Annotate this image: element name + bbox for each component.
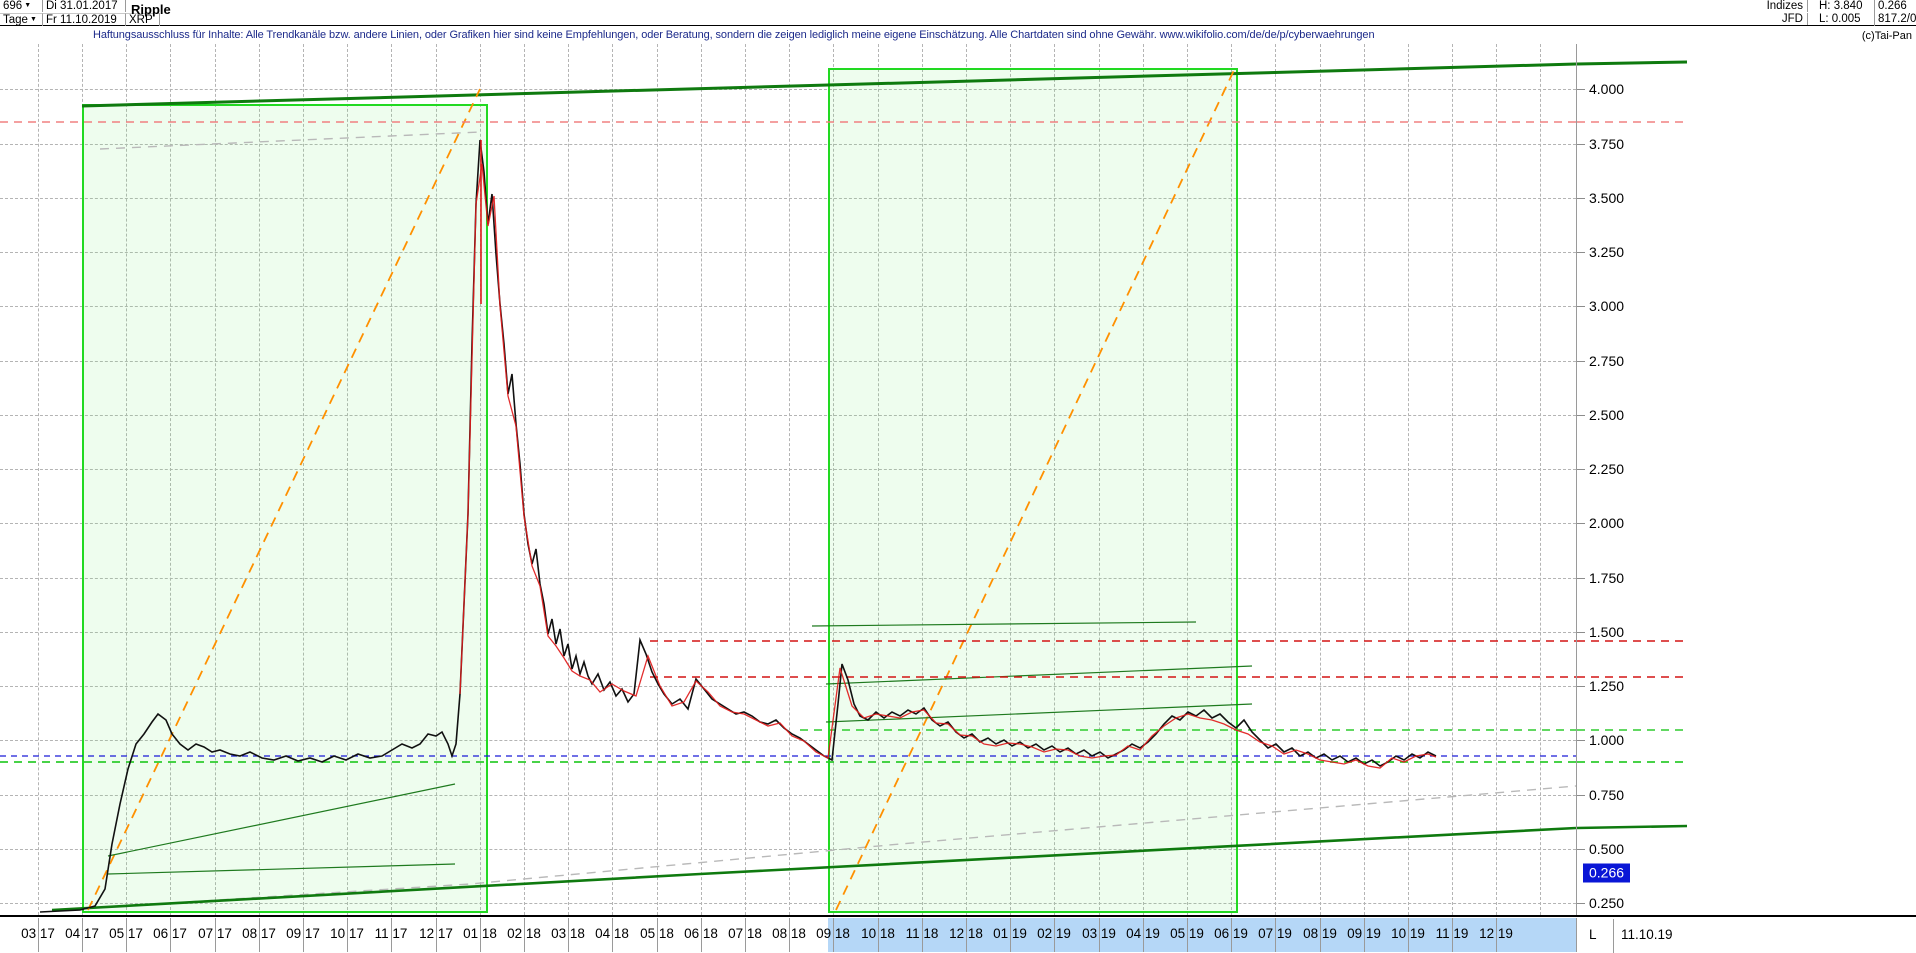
x-tick-label: 06 18	[684, 926, 718, 941]
x-tick-label: 08 17	[242, 926, 276, 941]
x-tick-label: 09 17	[286, 926, 320, 941]
x-tick-label: 05 19	[1170, 926, 1204, 941]
y-tick-label: 0.750	[1589, 787, 1625, 803]
y-tick-label: 3.250	[1589, 244, 1625, 260]
y-tick-label: 0.500	[1589, 841, 1625, 857]
price-chart-canvas[interactable]	[0, 44, 1576, 915]
x-tick-label: 12 17	[419, 926, 453, 941]
price-axis[interactable]: 4.000 3.750 3.500 3.250 3.000 2.750 2.50…	[1576, 44, 1916, 915]
x-tick-label: 01 19	[993, 926, 1027, 941]
annotation-analog-box-1[interactable]	[82, 104, 488, 913]
axis-mode-label[interactable]: L	[1589, 927, 1597, 942]
x-tick-label: 04 19	[1126, 926, 1160, 941]
interval-selector[interactable]: Tage ▼	[0, 13, 43, 27]
y-tick-label: 3.750	[1589, 136, 1625, 152]
y-tick-label: 3.000	[1589, 298, 1625, 314]
date-to-value: Fr 11.10.2019	[46, 14, 117, 26]
chart-header-bar: 696 ▼ Tage ▼ Di 31.01.2017 Fr 11.10.2019 X…	[0, 0, 1916, 27]
x-tick-label: 05 18	[640, 926, 674, 941]
bars-count-value: 696	[3, 0, 23, 13]
x-tick-label: 03 17	[21, 926, 55, 941]
gridline-h	[0, 89, 1576, 90]
y-tick-label: 2.750	[1589, 353, 1625, 369]
x-tick-label: 09 19	[1347, 926, 1381, 941]
disclaimer-text: Haftungsausschluss für Inhalte: Alle Tre…	[93, 29, 1375, 41]
y-tick-label: 2.250	[1589, 461, 1625, 477]
x-tick-label: 07 17	[198, 926, 232, 941]
source-group-label: Indizes	[1753, 0, 1808, 12]
x-tick-label: 04 18	[595, 926, 629, 941]
x-tick-label: 10 19	[1391, 926, 1425, 941]
y-tick-label: 3.500	[1589, 190, 1625, 206]
date-to-field[interactable]: Fr 11.10.2019	[43, 13, 126, 26]
time-axis[interactable]: 03 17 04 17 05 17 06 17 07 17 08 17 09 1…	[0, 915, 1916, 953]
annotation-analog-box-2[interactable]	[828, 68, 1238, 913]
last-price-label: 0.266	[1874, 0, 1907, 13]
y-tick-label: 1.750	[1589, 570, 1625, 586]
x-tick-label: 10 18	[861, 926, 895, 941]
chevron-down-icon[interactable]: ▼	[29, 16, 37, 23]
axis-end-date-label: 11.10.19	[1621, 927, 1673, 942]
x-tick-label: 12 18	[949, 926, 983, 941]
x-tick-label: 05 17	[109, 926, 143, 941]
time-axis-highlight[interactable]	[828, 918, 1576, 952]
y-tick-label: 4.000	[1589, 81, 1625, 97]
x-tick-label: 11 17	[374, 926, 408, 941]
x-tick-label: 01 18	[463, 926, 497, 941]
chevron-down-icon[interactable]: ▼	[24, 2, 32, 9]
x-tick-label: 08 19	[1303, 926, 1337, 941]
current-price-badge[interactable]: 0.266	[1583, 863, 1631, 883]
high-label: H: 3.840	[1819, 0, 1863, 12]
x-tick-label: 11 18	[905, 926, 939, 941]
y-tick-label: 2.500	[1589, 407, 1625, 423]
x-tick-label: 09 18	[816, 926, 850, 941]
time-axis-right-panel[interactable]: L 11.10.19	[1576, 918, 1916, 953]
x-tick-label: 06 19	[1214, 926, 1248, 941]
x-tick-label: 10 17	[330, 926, 364, 941]
y-tick-label: 2.000	[1589, 515, 1625, 531]
price-axis-overlay	[1577, 60, 1688, 830]
symbol-value: XRP	[129, 14, 153, 26]
x-tick-label: 02 18	[507, 926, 541, 941]
x-tick-label: 07 18	[728, 926, 762, 941]
y-tick-label: 1.250	[1589, 678, 1625, 694]
symbol-field[interactable]: XRP	[126, 13, 160, 26]
x-tick-label: 11 19	[1435, 926, 1469, 941]
x-tick-label: 07 19	[1258, 926, 1292, 941]
x-tick-label: 12 19	[1479, 926, 1513, 941]
x-tick-label: 03 19	[1082, 926, 1116, 941]
instrument-title: Ripple	[131, 2, 171, 17]
date-from-value: Di 31.01.2017	[46, 0, 118, 12]
y-tick-label: 1.500	[1589, 624, 1625, 640]
x-tick-label: 08 18	[772, 926, 806, 941]
x-tick-label: 06 17	[153, 926, 187, 941]
bars-count-selector[interactable]: 696 ▼	[0, 0, 43, 13]
source-broker-label: JFD	[1753, 13, 1808, 25]
low-label: L: 0.005	[1819, 13, 1861, 25]
y-tick-label: 1.000	[1589, 732, 1625, 748]
x-tick-label: 04 17	[65, 926, 99, 941]
x-tick-label: 03 18	[551, 926, 585, 941]
y-tick-label: 0.250	[1589, 895, 1625, 911]
date-from-field[interactable]: Di 31.01.2017	[43, 0, 126, 12]
volume-label: 817.2/0.23	[1874, 13, 1916, 26]
interval-value: Tage	[3, 14, 28, 27]
copyright-label: (c)Tai-Pan	[1861, 30, 1912, 42]
x-tick-label: 02 19	[1037, 926, 1071, 941]
